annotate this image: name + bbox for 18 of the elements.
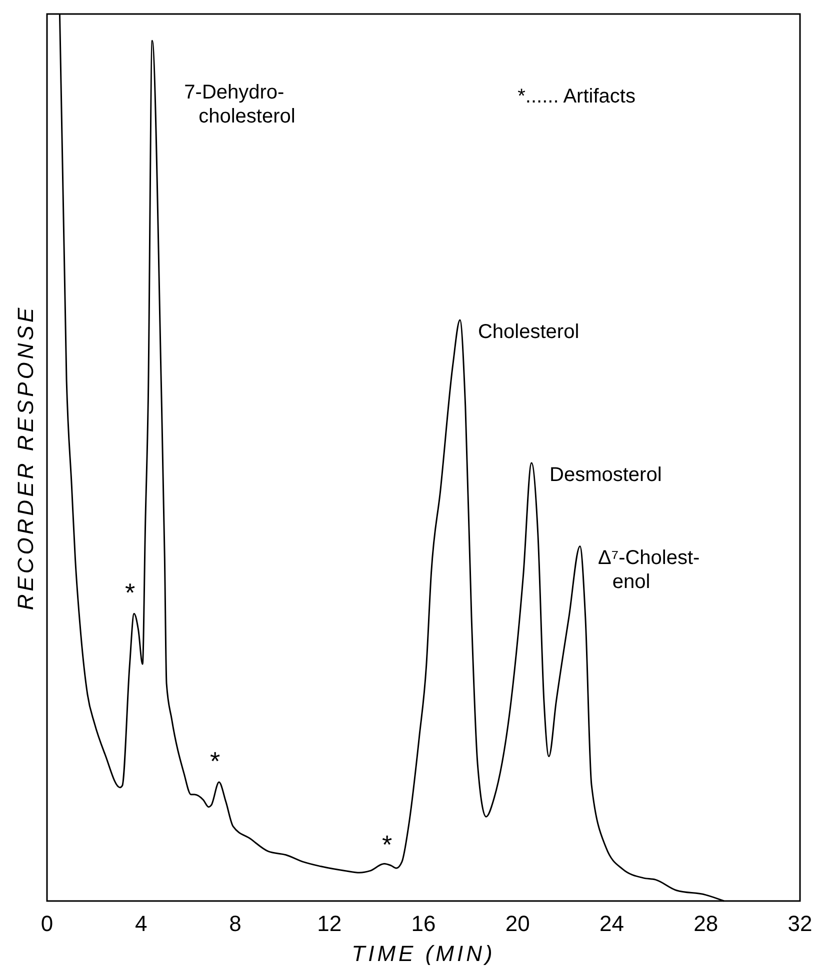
annotation: *...... Artifacts: [518, 86, 636, 108]
x-tick-label: 4: [135, 911, 148, 936]
x-tick-label: 16: [411, 911, 436, 936]
x-tick-label: 0: [40, 911, 54, 936]
x-tick-label: 20: [505, 911, 530, 936]
annotation: Desmosterol: [550, 464, 662, 486]
annotation: *: [210, 746, 220, 776]
x-tick-label: 32: [788, 911, 812, 936]
annotation: *: [382, 830, 392, 860]
annotation: Δ⁷-Cholest- enol: [598, 547, 700, 594]
annotation: *: [125, 578, 136, 608]
annotation: Cholesterol: [478, 321, 580, 344]
x-tick-label: 12: [317, 911, 342, 936]
x-tick-label: 28: [694, 911, 718, 936]
x-tick-label: 8: [229, 911, 242, 936]
annotation: 7-Dehydro- cholesterol: [184, 82, 296, 128]
x-tick-label: 24: [600, 911, 624, 936]
y-axis-title: RECORDER RESPONSE: [13, 304, 38, 610]
